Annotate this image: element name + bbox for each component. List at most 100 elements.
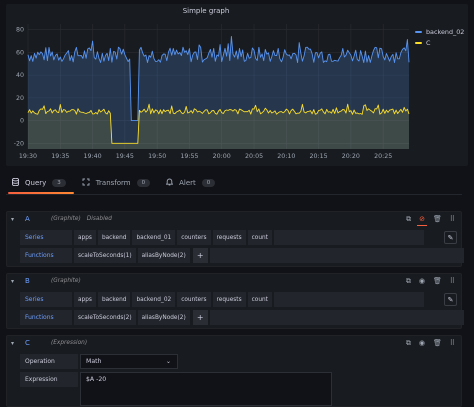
chevron-down-icon[interactable]: ▾ bbox=[11, 215, 15, 223]
operation-line: Operation Math ⌄ bbox=[20, 354, 178, 369]
y-tick-label: 80 bbox=[16, 27, 24, 34]
trash-icon[interactable]: 🗑 bbox=[432, 339, 442, 347]
series-segment[interactable]: count bbox=[247, 292, 272, 307]
duplicate-icon[interactable]: ⧉ bbox=[405, 338, 411, 347]
series-segment[interactable]: backend bbox=[97, 230, 131, 245]
x-tick-label: 19:40 bbox=[83, 153, 101, 160]
x-tick-label: 20:15 bbox=[310, 153, 328, 160]
expression-input[interactable]: $A -20 bbox=[80, 372, 332, 406]
function-segment[interactable]: aliasByNode(2) bbox=[137, 310, 190, 325]
pencil-icon: ✎ bbox=[447, 295, 454, 304]
x-tick-label: 19:55 bbox=[180, 153, 198, 160]
tab-count: 3 bbox=[52, 179, 66, 187]
editor-tabs: Query 3 Transform 0 Alert 0 bbox=[6, 172, 468, 194]
functions-filler bbox=[209, 248, 464, 263]
series-segment[interactable]: requests bbox=[212, 230, 246, 245]
query-header-b[interactable]: ▾ B (Graphite) ⧉ ◉ 🗑 ⠿ bbox=[7, 274, 461, 288]
query-name[interactable]: C bbox=[25, 339, 30, 347]
query-row-a: ▾ A (Graphite) Disabled ⧉ ⊘ 🗑 ⠿ Series a… bbox=[6, 211, 464, 267]
tab-count: 0 bbox=[201, 179, 216, 187]
x-tick-label: 20:25 bbox=[374, 153, 392, 160]
duplicate-icon[interactable]: ⧉ bbox=[405, 276, 411, 285]
tab-label: Transform bbox=[95, 179, 131, 187]
toggle-visibility-button[interactable]: ⊘ bbox=[417, 215, 427, 226]
series-segment[interactable]: backend_02 bbox=[132, 292, 176, 307]
x-tick-label: 19:45 bbox=[116, 153, 134, 160]
chevron-down-icon[interactable]: ▾ bbox=[11, 339, 15, 347]
legend-label: backend_02 bbox=[426, 27, 465, 36]
series-line-b: Series apps backend backend_02 counters … bbox=[20, 292, 424, 307]
tab-alert[interactable]: Alert 0 bbox=[160, 172, 225, 194]
series-segment[interactable]: apps bbox=[74, 230, 96, 245]
tab-count: 0 bbox=[136, 179, 151, 187]
pencil-icon: ✎ bbox=[447, 233, 454, 242]
database-icon bbox=[12, 177, 19, 188]
series-label: Series bbox=[20, 230, 72, 245]
legend-label: C bbox=[426, 38, 431, 47]
series-line-backend-02 bbox=[27, 35, 410, 122]
function-segment[interactable]: scaleToSeconds(2) bbox=[74, 310, 136, 325]
y-tick-label: 40 bbox=[16, 72, 24, 79]
transform-icon bbox=[82, 178, 90, 188]
graph-panel: 80 60 40 20 0 -20 19:30 19:35 19:40 19:45 19:50 19:… bbox=[6, 4, 468, 166]
query-row-b: ▾ B (Graphite) ⧉ ◉ 🗑 ⠿ Series apps backe… bbox=[6, 273, 464, 329]
tab-transform[interactable]: Transform 0 bbox=[76, 172, 160, 194]
functions-label: Functions bbox=[20, 310, 72, 325]
series-label: Series bbox=[20, 292, 72, 307]
duplicate-icon[interactable]: ⧉ bbox=[406, 214, 412, 223]
x-tick-label: 20:05 bbox=[245, 153, 263, 160]
expression-line: Expression $A -20 bbox=[20, 372, 332, 406]
y-tick-label: 20 bbox=[16, 95, 24, 102]
legend-item-c[interactable]: C bbox=[415, 37, 464, 48]
series-filler bbox=[273, 292, 424, 307]
functions-label: Functions bbox=[20, 248, 72, 263]
series-segment[interactable]: counters bbox=[177, 230, 211, 245]
query-header-c[interactable]: ▾ C (Expression) ⧉ ◉ 🗑 ⠿ bbox=[7, 336, 461, 350]
x-tick-label: 19:35 bbox=[51, 153, 69, 160]
trash-icon[interactable]: 🗑 bbox=[432, 215, 442, 223]
series-filler bbox=[273, 230, 424, 245]
series-segment[interactable]: backend bbox=[97, 292, 131, 307]
expression-label: Expression bbox=[20, 372, 78, 387]
tab-label: Alert bbox=[179, 179, 196, 187]
function-segment[interactable]: scaleToSeconds(1) bbox=[74, 248, 136, 263]
drag-handle-icon[interactable]: ⠿ bbox=[449, 277, 455, 285]
chevron-down-icon: ⌄ bbox=[165, 358, 171, 365]
query-header-a[interactable]: ▾ A (Graphite) Disabled ⧉ ⊘ 🗑 ⠿ bbox=[7, 212, 461, 226]
drag-handle-icon[interactable]: ⠿ bbox=[449, 215, 455, 223]
functions-line-b: Functions scaleToSeconds(2) aliasByNode(… bbox=[20, 310, 464, 325]
eye-icon[interactable]: ◉ bbox=[418, 339, 425, 347]
query-datasource: (Graphite) bbox=[51, 278, 81, 284]
time-series-chart: 80 60 40 20 0 -20 19:30 19:35 19:40 19:45 19:50 19:… bbox=[14, 24, 410, 160]
legend-swatch-backend-02 bbox=[415, 30, 422, 33]
functions-filler bbox=[209, 310, 464, 325]
edit-query-button[interactable]: ✎ bbox=[444, 293, 457, 306]
trash-icon[interactable]: 🗑 bbox=[432, 277, 442, 285]
series-segment[interactable]: apps bbox=[74, 292, 96, 307]
tab-query[interactable]: Query 3 bbox=[6, 172, 76, 194]
series-segment[interactable]: count bbox=[247, 230, 272, 245]
query-disabled-label: Disabled bbox=[86, 216, 112, 222]
tabs-divider bbox=[6, 194, 462, 195]
series-line-a: Series apps backend backend_01 counters … bbox=[20, 230, 424, 245]
function-segment[interactable]: aliasByNode(2) bbox=[137, 248, 190, 263]
query-actions: ⧉ ◉ 🗑 ⠿ bbox=[406, 274, 455, 288]
drag-handle-icon[interactable]: ⠿ bbox=[449, 339, 455, 347]
query-name[interactable]: A bbox=[25, 215, 30, 223]
series-segment[interactable]: backend_01 bbox=[132, 230, 176, 245]
add-function-button[interactable]: + bbox=[192, 310, 208, 325]
y-tick-label: -20 bbox=[14, 140, 24, 147]
operation-select[interactable]: Math ⌄ bbox=[80, 354, 178, 369]
tab-label: Query bbox=[25, 179, 47, 187]
legend-item-backend-02[interactable]: backend_02 bbox=[415, 26, 464, 37]
add-function-button[interactable]: + bbox=[192, 248, 208, 263]
chevron-down-icon[interactable]: ▾ bbox=[11, 277, 15, 285]
series-segment[interactable]: counters bbox=[177, 292, 211, 307]
series-segment[interactable]: requests bbox=[212, 292, 246, 307]
query-name[interactable]: B bbox=[25, 277, 30, 285]
x-tick-label: 19:30 bbox=[19, 153, 37, 160]
eye-off-icon: ⊘ bbox=[419, 215, 425, 223]
functions-line-a: Functions scaleToSeconds(1) aliasByNode(… bbox=[20, 248, 464, 263]
edit-query-button[interactable]: ✎ bbox=[444, 231, 457, 244]
eye-icon[interactable]: ◉ bbox=[418, 277, 425, 285]
